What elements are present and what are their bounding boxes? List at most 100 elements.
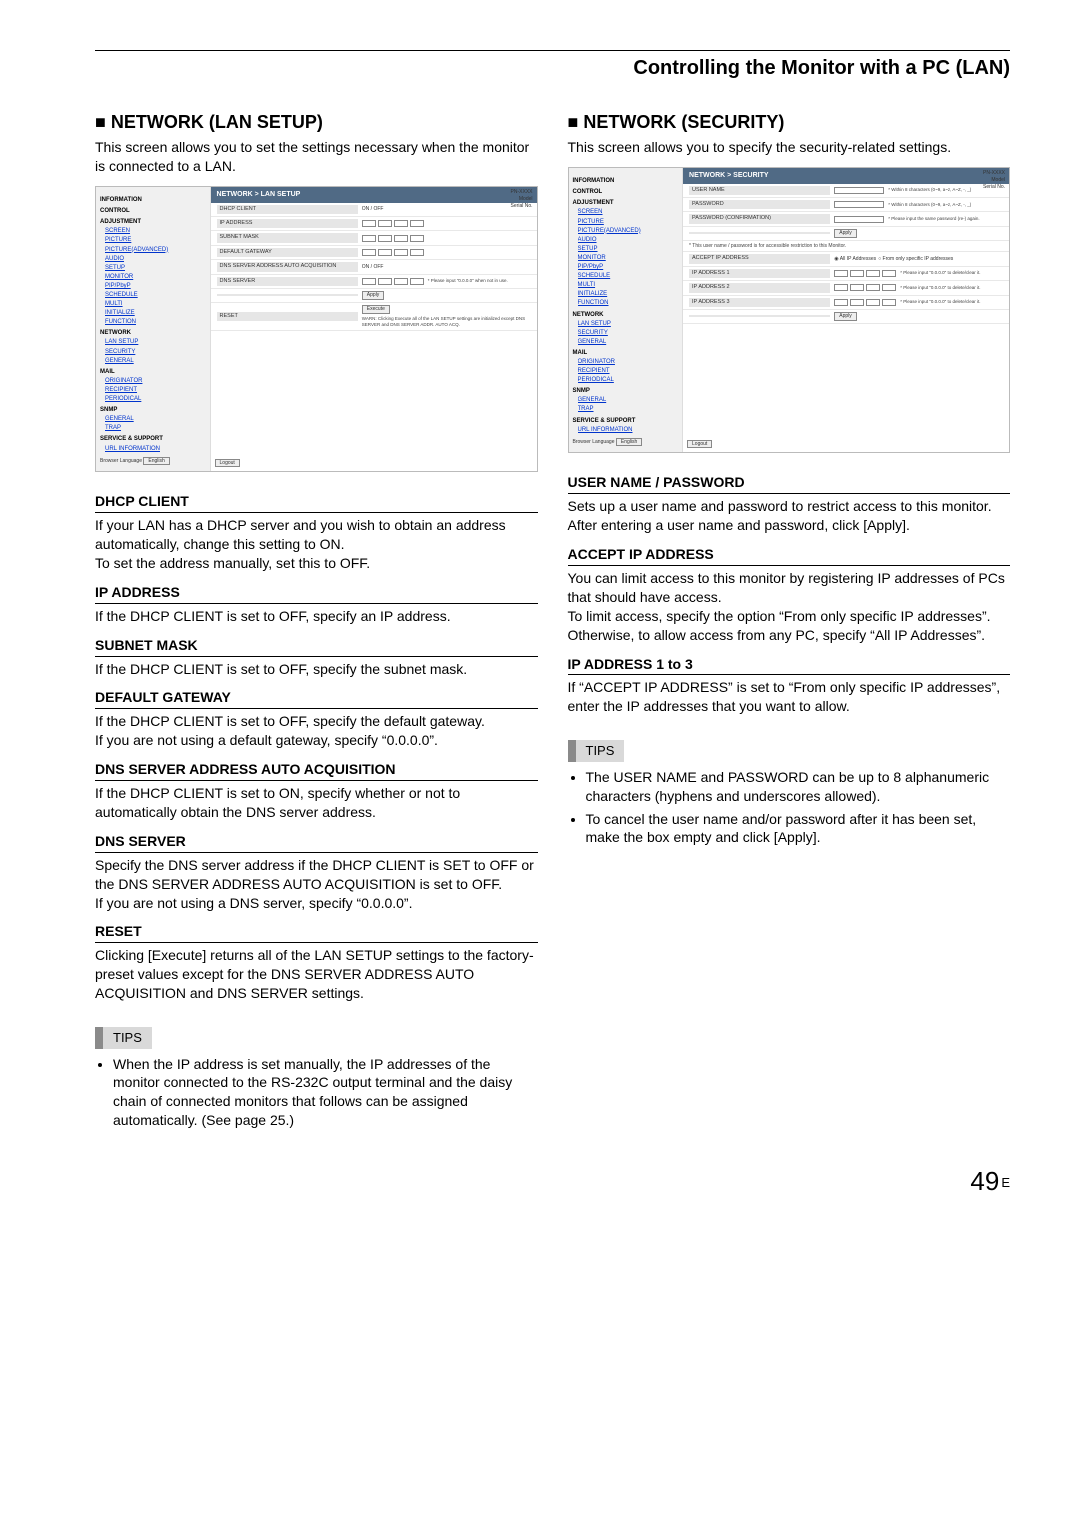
sidebar-item-initialize[interactable]: INITIALIZE bbox=[578, 290, 679, 298]
ip3-octet[interactable] bbox=[850, 299, 864, 306]
sidebar-information[interactable]: INFORMATION bbox=[100, 196, 206, 204]
sidebar-control[interactable]: CONTROL bbox=[100, 207, 206, 215]
ip-octet[interactable] bbox=[378, 220, 392, 227]
ip-octet[interactable] bbox=[410, 220, 424, 227]
ip1-octet[interactable] bbox=[866, 270, 880, 277]
tip-item: The USER NAME and PASSWORD can be up to … bbox=[586, 768, 1011, 806]
sidebar-item-screen[interactable]: SCREEN bbox=[578, 208, 679, 216]
sidebar-item-general[interactable]: GENERAL bbox=[578, 338, 679, 346]
sidebar-item-pip[interactable]: PIP/PbyP bbox=[105, 282, 206, 290]
ip1-octet[interactable] bbox=[850, 270, 864, 277]
logout-button[interactable]: Logout bbox=[215, 459, 240, 468]
sidebar-adjustment: ADJUSTMENT bbox=[100, 218, 206, 226]
sidebar-item-schedule[interactable]: SCHEDULE bbox=[105, 291, 206, 299]
radio-all[interactable]: ◉ All IP Addresses bbox=[834, 256, 876, 263]
dns-octet[interactable] bbox=[410, 278, 424, 285]
sidebar-item-setup[interactable]: SETUP bbox=[578, 245, 679, 253]
sidebar-item-function[interactable]: FUNCTION bbox=[105, 318, 206, 326]
def-body: Sets up a user name and password to rest… bbox=[568, 494, 1011, 541]
pass-input[interactable] bbox=[834, 201, 884, 208]
sidebar-item-periodical[interactable]: PERIODICAL bbox=[578, 376, 679, 384]
confirm-note: * Please input the same password (re-) a… bbox=[888, 216, 979, 222]
sidebar-item-monitor[interactable]: MONITOR bbox=[578, 254, 679, 262]
sidebar-information[interactable]: INFORMATION bbox=[573, 177, 679, 185]
ip3-octet[interactable] bbox=[866, 299, 880, 306]
ip1-octet[interactable] bbox=[882, 270, 896, 277]
sidebar-item-pip[interactable]: PIP/PbyP bbox=[578, 263, 679, 271]
confirm-input[interactable] bbox=[834, 216, 884, 223]
sidebar-item-audio[interactable]: AUDIO bbox=[105, 255, 206, 263]
ip3-octet[interactable] bbox=[834, 299, 848, 306]
lang-select[interactable]: English bbox=[616, 438, 642, 447]
sidebar-item-picture-adv[interactable]: PICTURE(ADVANCED) bbox=[578, 227, 679, 235]
def-body: Clicking [Execute] returns all of the LA… bbox=[95, 943, 538, 1009]
row-ip1: IP ADDRESS 1 bbox=[689, 269, 830, 278]
ip1-octet[interactable] bbox=[834, 270, 848, 277]
radio-specific[interactable]: ○ From only specific IP addresses bbox=[878, 256, 953, 263]
sidebar-item-picture[interactable]: PICTURE bbox=[105, 236, 206, 244]
logout-button[interactable]: Logout bbox=[687, 440, 712, 449]
sidebar-item-security[interactable]: SECURITY bbox=[105, 348, 206, 356]
lan-tips: TIPS When the IP address is set manually… bbox=[95, 1027, 538, 1130]
sidebar-item-general[interactable]: GENERAL bbox=[105, 357, 206, 365]
mask-octet[interactable] bbox=[362, 235, 376, 242]
sidebar-item-recipient[interactable]: RECIPIENT bbox=[105, 386, 206, 394]
ip2-octet[interactable] bbox=[866, 284, 880, 291]
dns-octet[interactable] bbox=[378, 278, 392, 285]
sidebar-item-initialize[interactable]: INITIALIZE bbox=[105, 309, 206, 317]
gw-octet[interactable] bbox=[362, 249, 376, 256]
apply-button[interactable]: Apply bbox=[834, 312, 857, 321]
sidebar-item-screen[interactable]: SCREEN bbox=[105, 227, 206, 235]
apply-button[interactable]: Apply bbox=[362, 291, 385, 300]
sidebar-item-schedule[interactable]: SCHEDULE bbox=[578, 272, 679, 280]
ip2-octet[interactable] bbox=[850, 284, 864, 291]
dns-octet[interactable] bbox=[394, 278, 408, 285]
sidebar-item-periodical[interactable]: PERIODICAL bbox=[105, 395, 206, 403]
execute-button[interactable]: Execute bbox=[362, 305, 390, 314]
sidebar-item-snmp-general[interactable]: GENERAL bbox=[105, 415, 206, 423]
sidebar-item-snmp-trap[interactable]: TRAP bbox=[578, 405, 679, 413]
sidebar-item-snmp-trap[interactable]: TRAP bbox=[105, 424, 206, 432]
ip-octet[interactable] bbox=[394, 220, 408, 227]
sidebar-item-lan-setup[interactable]: LAN SETUP bbox=[105, 338, 206, 346]
sidebar-item-picture-adv[interactable]: PICTURE(ADVANCED) bbox=[105, 246, 206, 254]
sidebar-item-multi[interactable]: MULTI bbox=[105, 300, 206, 308]
model-label: Model bbox=[983, 177, 1005, 184]
mask-octet[interactable] bbox=[410, 235, 424, 242]
user-input[interactable] bbox=[834, 187, 884, 194]
sidebar-control[interactable]: CONTROL bbox=[573, 188, 679, 196]
row-dhcp: DHCP CLIENT bbox=[217, 205, 358, 214]
sidebar-item-snmp-general[interactable]: GENERAL bbox=[578, 396, 679, 404]
sidebar-item-security[interactable]: SECURITY bbox=[578, 329, 679, 337]
row-ip: IP ADDRESS bbox=[217, 219, 358, 228]
lang-select[interactable]: English bbox=[143, 457, 169, 466]
sidebar-item-multi[interactable]: MULTI bbox=[578, 281, 679, 289]
sidebar-item-recipient[interactable]: RECIPIENT bbox=[578, 367, 679, 375]
mask-octet[interactable] bbox=[394, 235, 408, 242]
sidebar-item-setup[interactable]: SETUP bbox=[105, 264, 206, 272]
sidebar-item-originator[interactable]: ORIGINATOR bbox=[105, 377, 206, 385]
sidebar-item-url-info[interactable]: URL INFORMATION bbox=[105, 445, 206, 453]
dns-octet[interactable] bbox=[362, 278, 376, 285]
sidebar-item-lan-setup[interactable]: LAN SETUP bbox=[578, 320, 679, 328]
ip3-octet[interactable] bbox=[882, 299, 896, 306]
mask-octet[interactable] bbox=[378, 235, 392, 242]
apply-button[interactable]: Apply bbox=[834, 229, 857, 238]
ip2-octet[interactable] bbox=[882, 284, 896, 291]
sidebar-item-monitor[interactable]: MONITOR bbox=[105, 273, 206, 281]
sidebar-item-url-info[interactable]: URL INFORMATION bbox=[578, 426, 679, 434]
dns-auto-value[interactable]: ON / OFF bbox=[362, 264, 531, 271]
ip2-octet[interactable] bbox=[834, 284, 848, 291]
sidebar-item-picture[interactable]: PICTURE bbox=[578, 218, 679, 226]
sidebar-item-audio[interactable]: AUDIO bbox=[578, 236, 679, 244]
sidebar-item-function[interactable]: FUNCTION bbox=[578, 299, 679, 307]
dhcp-value[interactable]: ON / OFF bbox=[362, 206, 531, 213]
gw-octet[interactable] bbox=[410, 249, 424, 256]
gw-octet[interactable] bbox=[378, 249, 392, 256]
lan-setup-screenshot: PN-XXXX Model Serial No. INFORMATION CON… bbox=[95, 186, 538, 472]
row-mask: SUBNET MASK bbox=[217, 233, 358, 242]
ip-octet[interactable] bbox=[362, 220, 376, 227]
gw-octet[interactable] bbox=[394, 249, 408, 256]
sidebar-network: NETWORK bbox=[573, 311, 679, 319]
sidebar-item-originator[interactable]: ORIGINATOR bbox=[578, 358, 679, 366]
